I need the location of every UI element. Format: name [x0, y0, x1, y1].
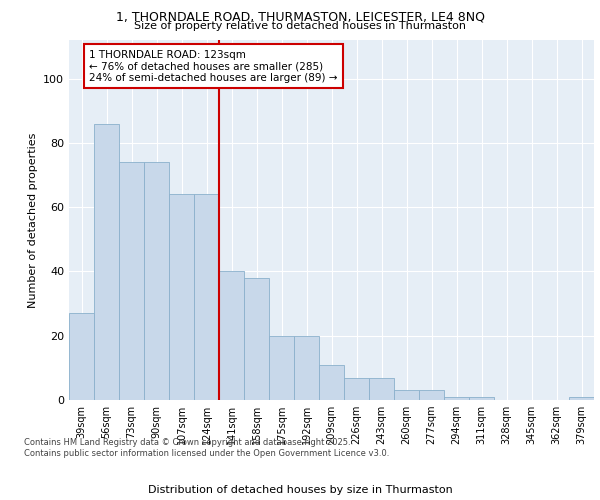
- Bar: [144, 162, 169, 400]
- Text: 1, THORNDALE ROAD, THURMASTON, LEICESTER, LE4 8NQ: 1, THORNDALE ROAD, THURMASTON, LEICESTER…: [115, 11, 485, 24]
- Bar: [219, 272, 244, 400]
- Bar: [169, 194, 194, 400]
- Bar: [344, 378, 369, 400]
- Text: Size of property relative to detached houses in Thurmaston: Size of property relative to detached ho…: [134, 21, 466, 31]
- Bar: [194, 194, 219, 400]
- Bar: [419, 390, 444, 400]
- Text: 1 THORNDALE ROAD: 123sqm
← 76% of detached houses are smaller (285)
24% of semi-: 1 THORNDALE ROAD: 123sqm ← 76% of detach…: [89, 50, 337, 83]
- Y-axis label: Number of detached properties: Number of detached properties: [28, 132, 38, 308]
- Bar: [69, 313, 94, 400]
- Bar: [119, 162, 144, 400]
- Bar: [469, 397, 494, 400]
- Text: Contains HM Land Registry data © Crown copyright and database right 2025.
Contai: Contains HM Land Registry data © Crown c…: [24, 438, 389, 458]
- Bar: [369, 378, 394, 400]
- Bar: [569, 397, 594, 400]
- Bar: [394, 390, 419, 400]
- Bar: [269, 336, 294, 400]
- Text: Distribution of detached houses by size in Thurmaston: Distribution of detached houses by size …: [148, 485, 452, 495]
- Bar: [244, 278, 269, 400]
- Bar: [94, 124, 119, 400]
- Bar: [294, 336, 319, 400]
- Bar: [444, 397, 469, 400]
- Bar: [319, 364, 344, 400]
